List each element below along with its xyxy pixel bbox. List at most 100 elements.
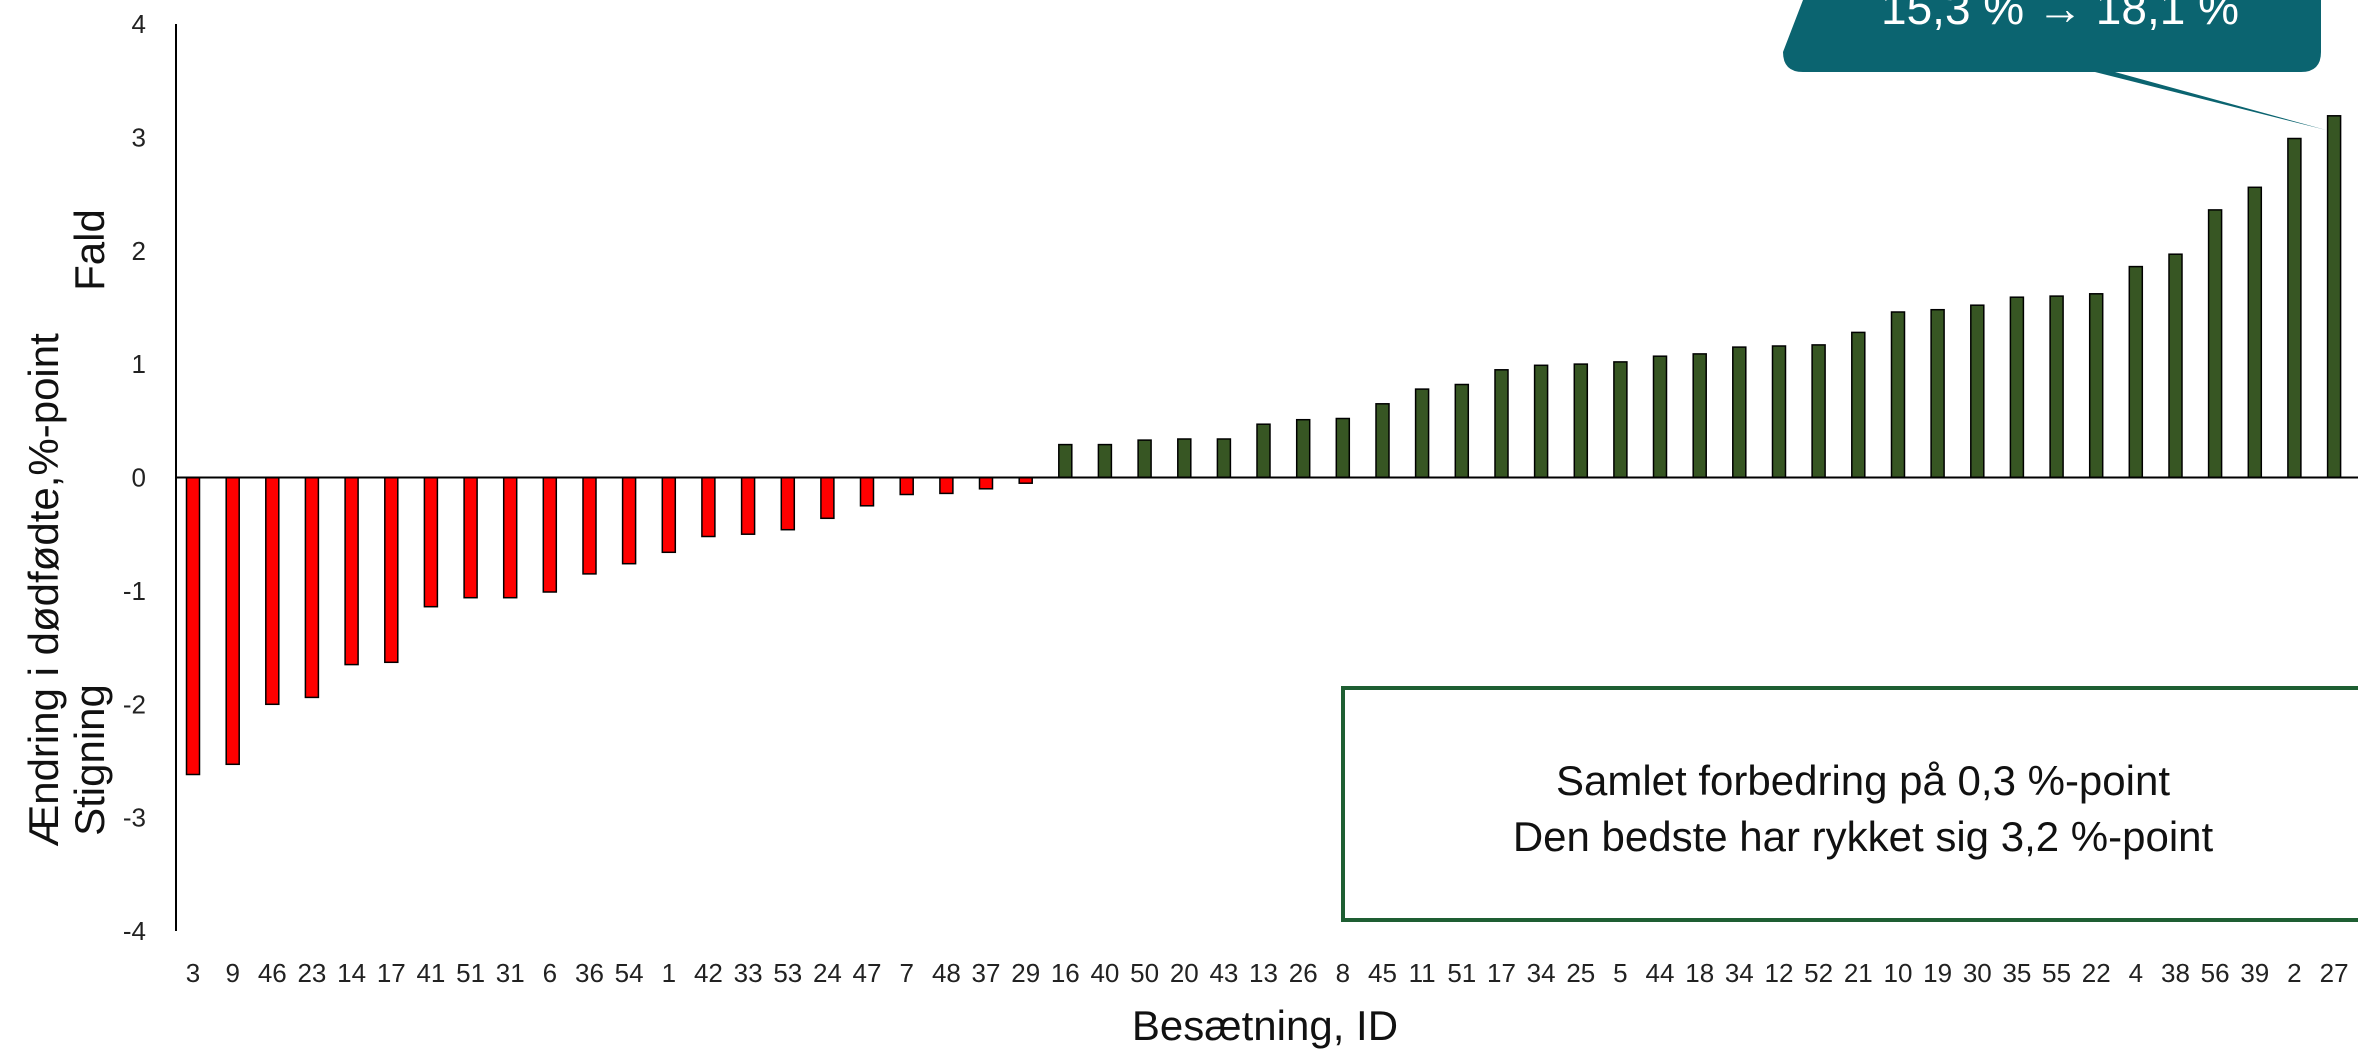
- bar: [1454, 383, 1470, 479]
- x-tick-label: 56: [2201, 958, 2230, 988]
- x-tick-label: 54: [615, 958, 644, 988]
- x-tick-label: 47: [853, 958, 882, 988]
- x-tick-label: 26: [1289, 958, 1318, 988]
- x-tick-label: 39: [2240, 958, 2269, 988]
- x-tick-label: 2: [2287, 958, 2301, 988]
- x-tick-label: 11: [1409, 958, 1436, 988]
- bar: [265, 476, 280, 706]
- bar: [2088, 293, 2104, 479]
- x-tick-label: 8: [1336, 958, 1350, 988]
- info-box: Samlet forbedring på 0,3 %-point Den bed…: [1341, 686, 2358, 922]
- bar: [2009, 296, 2025, 479]
- bar: [740, 476, 756, 535]
- x-tick-label: 9: [225, 958, 239, 988]
- x-tick-label: 40: [1090, 958, 1119, 988]
- bar: [344, 476, 359, 666]
- bar: [463, 476, 478, 599]
- x-tick-label: 10: [1884, 958, 1913, 988]
- y-tick-label: -4: [123, 916, 146, 946]
- bar: [1375, 403, 1390, 479]
- callout-text: 15,3 % → 18,1 %: [1881, 0, 2239, 34]
- x-tick-label: 18: [1685, 958, 1714, 988]
- x-tick-label: 29: [1011, 958, 1040, 988]
- x-tick-label: 43: [1209, 958, 1238, 988]
- bar: [1058, 443, 1073, 479]
- info-line-1: Samlet forbedring på 0,3 %-point: [1556, 757, 2170, 804]
- x-tick-label: 33: [734, 958, 763, 988]
- bar: [1851, 331, 1866, 479]
- y-tick-label: 3: [132, 122, 146, 152]
- y-axis-label-bottom: Stigning: [66, 684, 113, 836]
- x-tick-label: 27: [2320, 958, 2349, 988]
- bar: [185, 476, 201, 776]
- x-tick-label: 22: [2082, 958, 2111, 988]
- bar: [1573, 363, 1589, 479]
- x-tick-label: 36: [575, 958, 604, 988]
- bar: [1970, 304, 1985, 479]
- bar: [304, 476, 320, 699]
- x-tick-label: 4: [2129, 958, 2143, 988]
- x-tick-label: 12: [1765, 958, 1794, 988]
- y-axis-title: Ændring i dødfødte,%-point: [20, 333, 67, 847]
- x-tick-label: 13: [1249, 958, 1278, 988]
- bar: [1137, 439, 1152, 479]
- bar: [780, 476, 796, 531]
- x-tick-labels: 3 9 46 23 14 17 41 51 31 6 36 54 1 42 33 53 24 47 7 48 37 29 1…: [186, 958, 2349, 988]
- bar: [1414, 388, 1430, 479]
- callout-shape: [1783, 0, 2326, 130]
- bar: [859, 476, 875, 507]
- x-tick-label: 5: [1613, 958, 1627, 988]
- x-tick-label: 6: [543, 958, 557, 988]
- info-box-border: [1341, 686, 2358, 922]
- bar: [1811, 344, 1826, 479]
- y-tick-label: 1: [132, 349, 146, 379]
- y-tick-label: 4: [132, 9, 146, 39]
- x-tick-label: 24: [813, 958, 842, 988]
- bar: [1613, 361, 1628, 479]
- x-tick-label: 17: [377, 958, 406, 988]
- x-tick-label: 55: [2042, 958, 2071, 988]
- x-tick-label: 19: [1923, 958, 1952, 988]
- x-tick-label: 34: [1725, 958, 1754, 988]
- bar: [225, 476, 240, 766]
- bar: [2287, 137, 2302, 479]
- bar: [1295, 418, 1311, 479]
- bar: [2049, 295, 2064, 479]
- bar: [1494, 369, 1509, 479]
- bar: [939, 476, 954, 495]
- bar: [1177, 438, 1192, 479]
- x-tick-label: 35: [2002, 958, 2031, 988]
- bar: [582, 476, 597, 575]
- x-tick-label: 31: [496, 958, 525, 988]
- bar: [2128, 265, 2144, 479]
- x-tick-label: 7: [899, 958, 913, 988]
- x-tick-label: 30: [1963, 958, 1992, 988]
- x-tick-label: 23: [297, 958, 326, 988]
- y-tick-label: 2: [132, 236, 146, 266]
- callout-bubble: 15,3 % → 18,1 %: [1783, 0, 2326, 130]
- y-tick-label: 0: [132, 463, 146, 493]
- x-tick-label: 38: [2161, 958, 2190, 988]
- y-tick-label: -2: [123, 689, 146, 719]
- x-tick-label: 48: [932, 958, 961, 988]
- y-tick-label: -3: [123, 803, 146, 833]
- bar: [621, 476, 637, 565]
- bar: [1930, 308, 1945, 479]
- bar: [542, 476, 558, 593]
- y-axis-label-top: Fald: [66, 209, 113, 291]
- bar: [1097, 443, 1113, 479]
- x-tick-label: 3: [186, 958, 200, 988]
- x-tick-label: 42: [694, 958, 723, 988]
- x-tick-label: 21: [1844, 958, 1873, 988]
- bar: [701, 476, 716, 538]
- y-tick-labels: 4 3 2 1 0 -1 -2 -3 -4: [123, 9, 146, 946]
- bar: [1256, 423, 1271, 479]
- x-tick-label: 50: [1130, 958, 1159, 988]
- bar: [1771, 345, 1787, 479]
- x-tick-label: 46: [258, 958, 287, 988]
- bar: [1732, 346, 1747, 479]
- x-tick-label: 1: [662, 958, 676, 988]
- x-tick-label: 37: [972, 958, 1001, 988]
- x-tick-label: 45: [1368, 958, 1397, 988]
- bar: [2326, 115, 2342, 479]
